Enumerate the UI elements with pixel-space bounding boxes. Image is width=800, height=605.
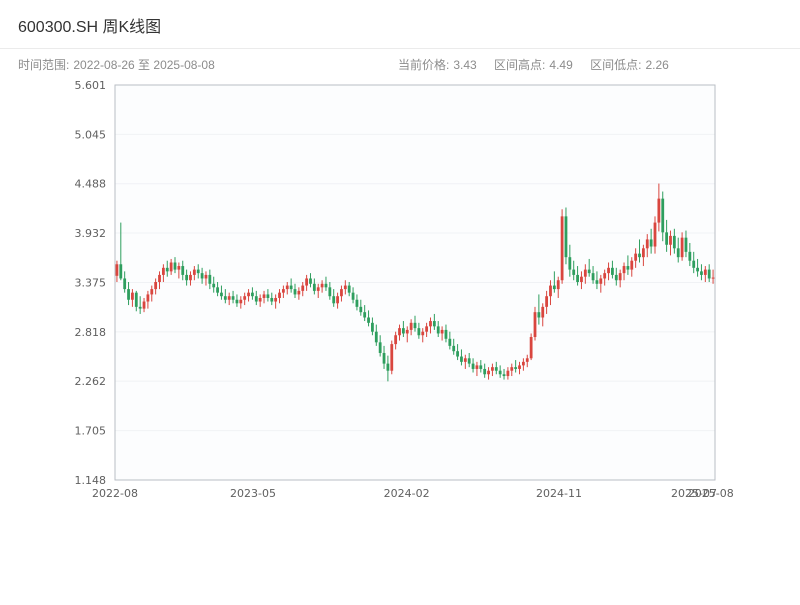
svg-text:3.932: 3.932 — [75, 227, 107, 240]
svg-text:3.375: 3.375 — [75, 276, 107, 289]
chart-header: 600300.SH 周K线图 — [0, 0, 800, 49]
page-title: 600300.SH 周K线图 — [18, 19, 162, 36]
svg-text:1.148: 1.148 — [75, 474, 107, 487]
range-high-stat: 区间高点: 4.49 — [494, 58, 573, 72]
svg-text:2.262: 2.262 — [75, 375, 107, 388]
svg-text:5.045: 5.045 — [75, 128, 107, 141]
range-high-label: 区间高点: — [494, 58, 546, 72]
svg-text:2022-08: 2022-08 — [92, 487, 138, 500]
svg-text:1.705: 1.705 — [75, 425, 107, 438]
chart-subheader: 时间范围: 2022-08-26 至 2025-08-08 当前价格: 3.43 区… — [0, 49, 800, 73]
svg-text:2025-08: 2025-08 — [688, 487, 734, 500]
current-price-label: 当前价格: — [398, 58, 450, 72]
chart-area: 1.148 1.705 2.262 2.818 3.375 3.932 4.488 5.045… — [0, 72, 800, 600]
time-range: 时间范围: 2022-08-26 至 2025-08-08 — [18, 56, 215, 73]
candlestick-chart: 1.148 1.705 2.262 2.818 3.375 3.932 4.488 5.045… — [75, 79, 734, 500]
price-stats: 当前价格: 3.43 区间高点: 4.49 区间低点: 2.26 — [398, 56, 683, 73]
current-price-value: 3.43 — [453, 58, 477, 72]
time-range-value: 2022-08-26 至 2025-08-08 — [73, 58, 215, 72]
svg-text:2.818: 2.818 — [75, 326, 107, 339]
svg-text:4.488: 4.488 — [75, 178, 107, 191]
svg-text:2023-05: 2023-05 — [230, 487, 276, 500]
range-low-label: 区间低点: — [590, 58, 642, 72]
range-low-value: 2.26 — [645, 58, 669, 72]
svg-text:2024-11: 2024-11 — [536, 487, 582, 500]
svg-text:5.601: 5.601 — [75, 79, 107, 92]
current-price-stat: 当前价格: 3.43 — [398, 58, 477, 72]
range-low-stat: 区间低点: 2.26 — [590, 58, 669, 72]
svg-text:2025-07: 2025-07 — [671, 487, 717, 500]
range-high-value: 4.49 — [549, 58, 573, 72]
svg-text:2024-02: 2024-02 — [384, 487, 430, 500]
time-range-label: 时间范围: — [18, 58, 70, 72]
